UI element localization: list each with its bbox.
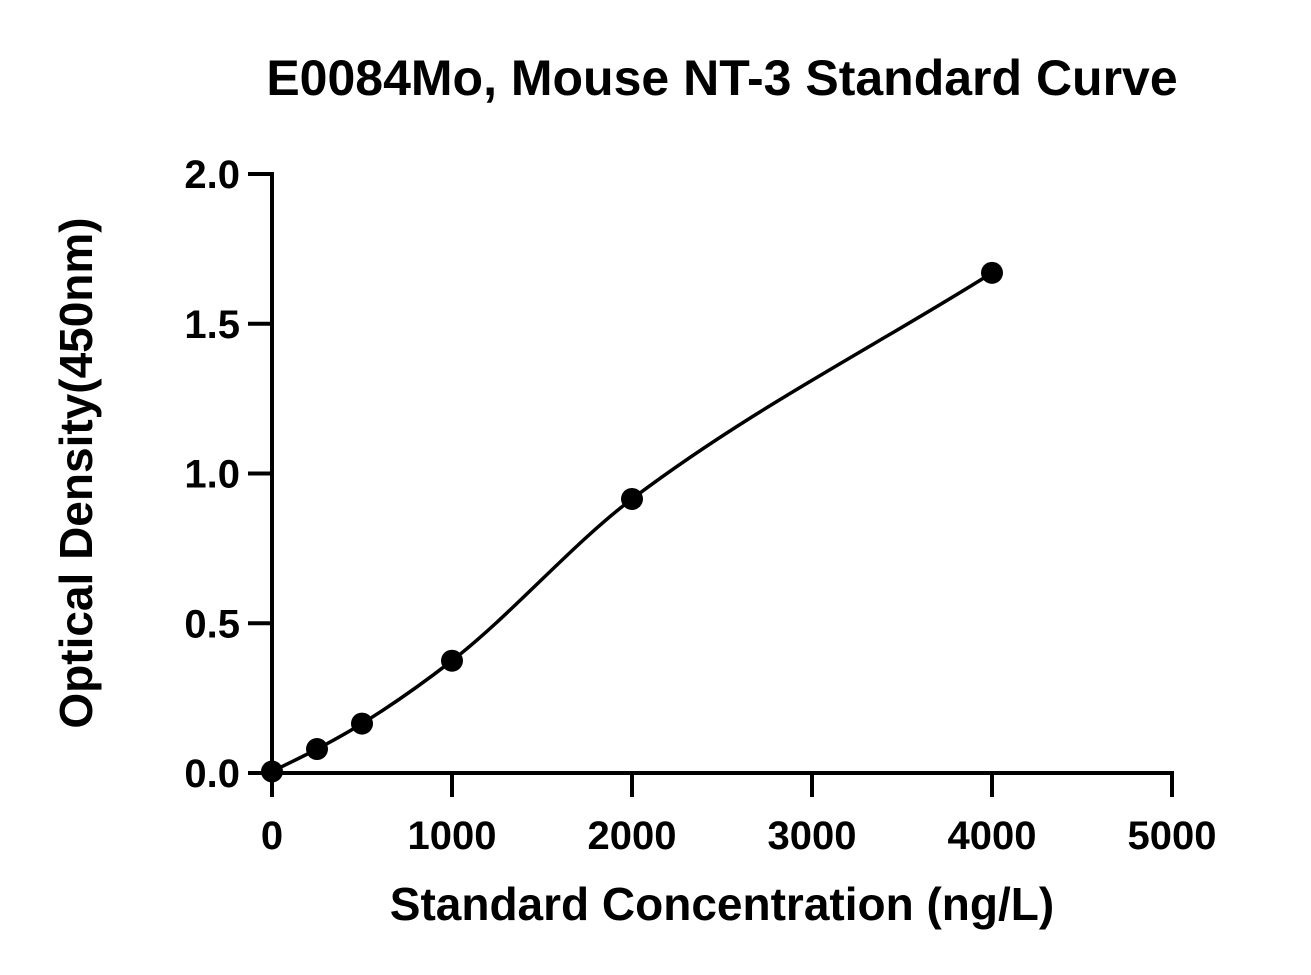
y-tick-label: 0.0 [184,752,240,796]
y-axis-ticks: 0.0 0.5 1.0 1.5 2.0 [184,153,272,796]
data-point [621,487,643,510]
x-axis-ticks: 0 1000 2000 3000 4000 5000 [261,773,1217,858]
data-point [306,738,328,761]
x-tick-label: 2000 [588,814,677,858]
data-point [981,261,1003,284]
x-tick-label: 1000 [408,814,497,858]
x-tick-label: 3000 [768,814,857,858]
y-tick-label: 0.5 [184,602,240,646]
data-points [261,261,1003,783]
y-axis-label: Optical Density(450nm) [50,217,102,728]
y-tick-label: 2.0 [184,153,240,197]
data-point [441,649,463,672]
y-tick-label: 1.0 [184,453,240,497]
data-point [351,712,373,735]
fit-curve [271,271,993,774]
chart-title: E0084Mo, Mouse NT-3 Standard Curve [266,50,1177,106]
axes [270,172,1174,775]
x-tick-label: 0 [261,814,283,858]
x-tick-label: 4000 [948,814,1037,858]
y-tick-label: 1.5 [184,303,240,347]
x-tick-label: 5000 [1128,814,1217,858]
x-axis-label: Standard Concentration (ng/L) [390,878,1054,930]
data-point [261,760,283,783]
